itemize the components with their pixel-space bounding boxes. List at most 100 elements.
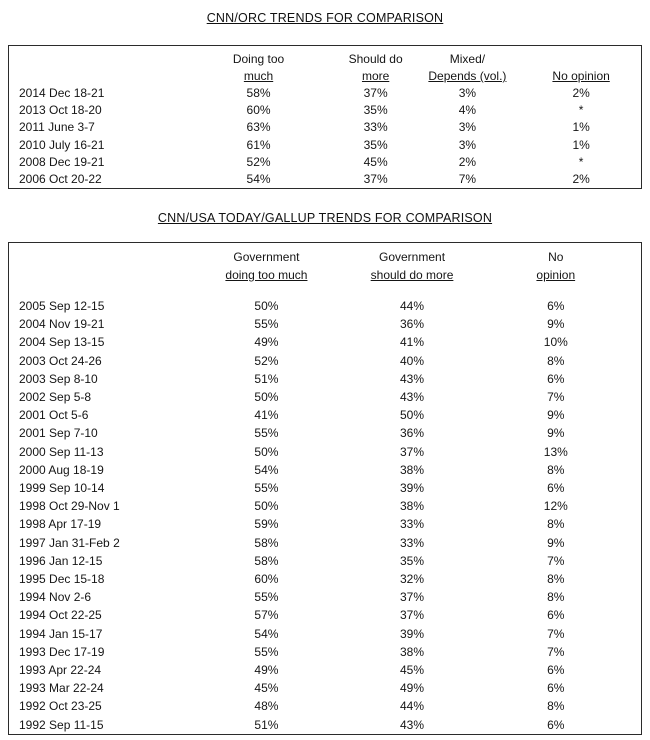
header-line2: should do more — [353, 266, 470, 284]
poll-value-cell: 45% — [363, 154, 388, 169]
poll-value-cell: 33% — [400, 517, 425, 532]
underlined-header-text: opinion — [536, 268, 576, 282]
poll-value-cell: 60% — [246, 103, 271, 118]
header-no-opinion: No opinion — [471, 243, 642, 298]
header-govt-doing-too-much: Government doing too much — [179, 243, 353, 298]
poll-value-cell: 8% — [547, 590, 565, 605]
poll-value-cell: 7% — [547, 644, 565, 659]
table-row: 1995 Dec 15-18 60% 32% 8% — [9, 570, 642, 588]
poll-value-cell: 6% — [547, 299, 565, 313]
poll-value-cell: 43% — [400, 371, 425, 386]
poll-value-cell: 38% — [400, 462, 425, 477]
poll-value-cell: 7% — [547, 390, 565, 405]
poll-date-cell: 2000 Aug 18-19 — [19, 462, 104, 477]
poll-value-cell: 50% — [254, 299, 279, 313]
poll-value-cell: 35% — [363, 103, 388, 118]
table-row: 2014 Dec 18-21 58% 37% 3% 2% — [9, 85, 642, 102]
header-line2: more — [338, 68, 414, 85]
poll-date-cell: 2006 Oct 20-22 — [19, 172, 102, 187]
poll-value-cell: 44% — [400, 699, 425, 714]
poll-value-cell: 55% — [254, 317, 279, 332]
cnn-orc-table-title: CNN/ORC TRENDS FOR COMPARISON — [206, 11, 444, 25]
table-row: 2013 Oct 18-20 60% 35% 4% * — [9, 102, 642, 119]
poll-value-cell: 13% — [543, 444, 568, 459]
header-line2: No opinion — [521, 68, 641, 85]
table2-body: 2005 Sep 12-15 50% 44% 6% 2004 Nov 19-21 55% 3… — [9, 297, 642, 734]
poll-value-cell: 3% — [458, 120, 477, 135]
poll-value-cell: 50% — [254, 390, 279, 405]
table-row: 2006 Oct 20-22 54% 37% 7% 2% — [9, 171, 642, 189]
poll-value-cell: 49% — [254, 335, 279, 350]
poll-value-cell: 6% — [547, 663, 565, 678]
underlined-header-text: more — [361, 69, 390, 83]
poll-value-cell: 38% — [400, 644, 425, 659]
table1-header: Doing too much Should do more Mixed/ Dep… — [9, 46, 642, 86]
poll-value-cell: 37% — [363, 86, 388, 100]
poll-value-cell: 58% — [254, 535, 279, 550]
table1-body: 2014 Dec 18-21 58% 37% 3% 2% 2013 Oct 18-20 60… — [9, 85, 642, 189]
poll-value-cell: 35% — [363, 137, 388, 152]
poll-value-cell: 45% — [400, 663, 425, 678]
poll-value-cell: 8% — [547, 353, 565, 368]
underlined-header-text: much — [243, 69, 274, 83]
table-row: 2011 June 3-7 63% 33% 3% 1% — [9, 119, 642, 136]
poll-value-cell: 9% — [547, 408, 565, 423]
poll-value-cell: 49% — [400, 681, 425, 696]
table-row: 2004 Sep 13-15 49% 41% 10% — [9, 333, 642, 351]
poll-value-cell: 41% — [254, 408, 279, 423]
poll-value-cell: 9% — [547, 317, 565, 332]
poll-value-cell: 35% — [400, 553, 425, 568]
poll-value-cell: 63% — [246, 120, 271, 135]
table-row: 2003 Sep 8-10 51% 43% 6% — [9, 370, 642, 388]
table2-header-row: Government doing too much Government sho… — [9, 243, 642, 298]
header-line2: Depends (vol.) — [414, 68, 522, 85]
header-line1: Mixed/ — [449, 52, 486, 66]
poll-value-cell: 39% — [400, 626, 425, 641]
poll-date-cell: 2004 Sep 13-15 — [19, 335, 105, 350]
poll-value-cell: 2% — [572, 172, 590, 187]
poll-value-cell: 37% — [363, 172, 388, 187]
table-row: 1993 Dec 17-19 55% 38% 7% — [9, 643, 642, 661]
poll-date-cell: 2003 Sep 8-10 — [19, 371, 98, 386]
poll-value-cell: 54% — [254, 626, 279, 641]
table-row: 2008 Dec 19-21 52% 45% 2% * — [9, 154, 642, 171]
table-row: 2003 Oct 24-26 52% 40% 8% — [9, 352, 642, 370]
header-line1: Government — [233, 250, 300, 264]
poll-value-cell: 44% — [400, 299, 425, 313]
poll-value-cell: 12% — [543, 499, 568, 514]
poll-value-cell: 54% — [254, 462, 279, 477]
header-mixed-depends: Mixed/ Depends (vol.) — [414, 46, 522, 86]
poll-value-cell: 6% — [547, 371, 565, 386]
poll-value-cell: 10% — [543, 335, 568, 350]
header-govt-should-do-more: Government should do more — [353, 243, 470, 298]
table-row: 1994 Jan 15-17 54% 39% 7% — [9, 625, 642, 643]
poll-date-cell: 2014 Dec 18-21 — [19, 86, 105, 100]
table-row: 2000 Aug 18-19 54% 38% 8% — [9, 461, 642, 479]
poll-value-cell: 8% — [547, 517, 565, 532]
poll-value-cell: 55% — [254, 590, 279, 605]
table-row: 1992 Sep 11-15 51% 43% 6% — [9, 716, 642, 735]
header-should-do-more: Should do more — [338, 46, 414, 86]
table-row: 1997 Jan 31-Feb 2 58% 33% 9% — [9, 534, 642, 552]
poll-date-cell: 2001 Sep 7-10 — [19, 426, 98, 441]
table-row: 2004 Nov 19-21 55% 36% 9% — [9, 315, 642, 333]
poll-value-cell: 52% — [246, 154, 271, 169]
poll-value-cell: 8% — [547, 699, 565, 714]
poll-date-cell: 2013 Oct 18-20 — [19, 103, 102, 118]
table-row: 1998 Oct 29-Nov 1 50% 38% 12% — [9, 497, 642, 515]
poll-value-cell: 7% — [458, 172, 477, 187]
poll-value-cell: 39% — [400, 481, 425, 496]
poll-value-cell: 33% — [400, 535, 425, 550]
poll-value-cell: 8% — [547, 572, 565, 587]
table2-header: Government doing too much Government sho… — [9, 243, 642, 298]
poll-date-cell: 1993 Apr 22-24 — [19, 663, 102, 678]
poll-value-cell: 54% — [246, 172, 271, 187]
table1-header-row: Doing too much Should do more Mixed/ Dep… — [9, 46, 642, 86]
poll-value-cell: 9% — [547, 426, 565, 441]
cnn-orc-trends-table: Doing too much Should do more Mixed/ Dep… — [8, 45, 642, 190]
underlined-header-text: No opinion — [552, 69, 610, 83]
poll-value-cell: 32% — [400, 572, 425, 587]
poll-value-cell: 59% — [254, 517, 279, 532]
poll-date-cell: 2004 Nov 19-21 — [19, 317, 105, 332]
